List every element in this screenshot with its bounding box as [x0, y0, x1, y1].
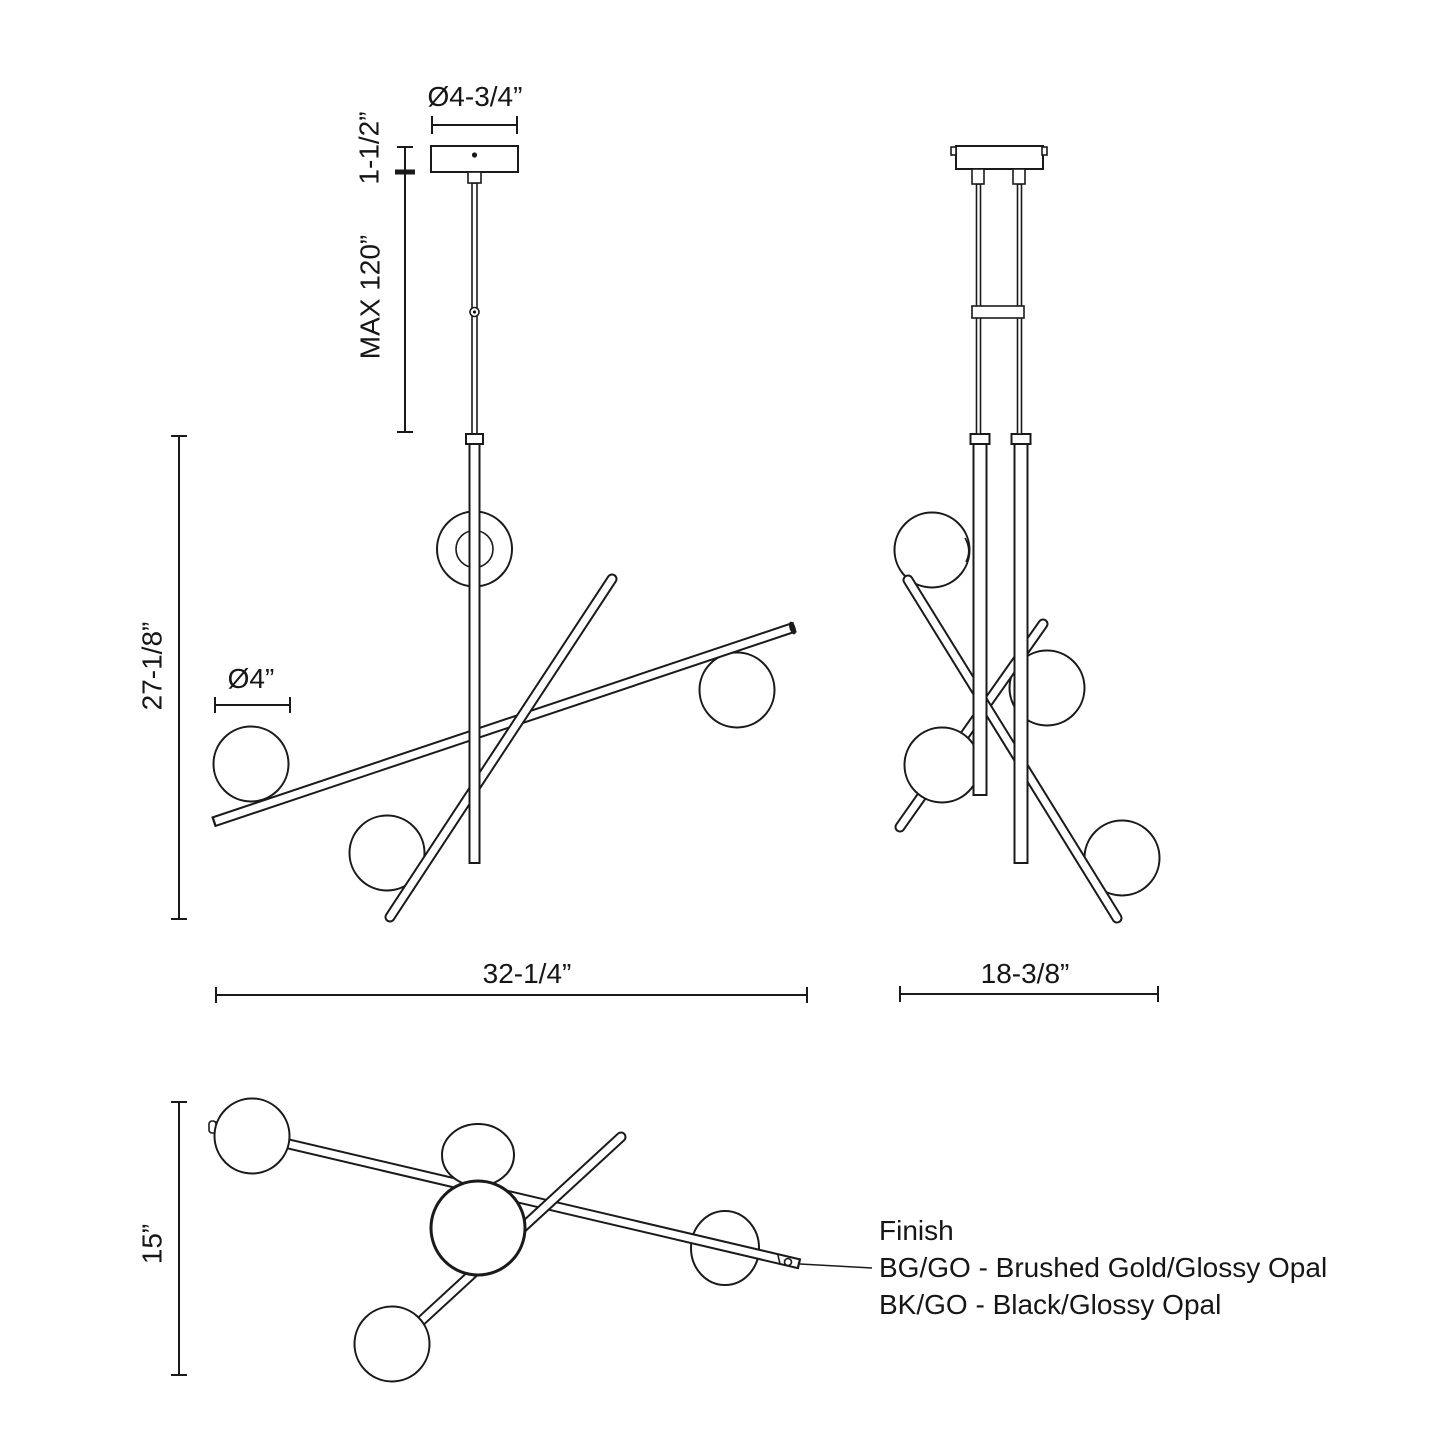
dim-front-width: 32-1/4”	[215, 958, 808, 1003]
canopy-stem-connector	[971, 168, 985, 185]
canopy-tab	[1041, 146, 1048, 156]
ceiling-canopy	[955, 145, 1044, 170]
dim-side-width: 18-3/8”	[899, 958, 1159, 1002]
rod-end-cap	[788, 621, 797, 635]
light-rod	[384, 573, 618, 923]
dim-label-fixture-height: 27-1/8”	[136, 622, 167, 711]
center-rod	[1010, 433, 1032, 864]
dim-canopy-diameter: Ø4-3/4”	[428, 81, 523, 134]
dim-globe-diameter: Ø4”	[214, 663, 291, 713]
globe	[353, 1305, 431, 1383]
rod-cap-seam	[776, 1253, 782, 1266]
finish-title: Finish	[879, 1215, 954, 1246]
dim-suspension: 1-1/2” MAX 120”	[353, 111, 415, 433]
ceiling-canopy	[430, 145, 519, 173]
rod-top-cap	[1010, 433, 1032, 445]
leader-line	[799, 1263, 873, 1269]
dim-label-globe-diameter: Ø4”	[228, 663, 275, 694]
wire-crossbar	[971, 305, 1025, 319]
rod-top-cap	[969, 433, 991, 445]
finish-option: BG/GO - Brushed Gold/Glossy Opal	[879, 1252, 1327, 1283]
rod-cap-hole	[783, 1257, 793, 1267]
dim-label-canopy-height: 1-1/2”	[353, 111, 384, 184]
side-elevation-view: 18-3/8”	[893, 145, 1161, 1002]
globe	[212, 725, 290, 803]
center-rod	[465, 433, 484, 864]
globe	[903, 726, 981, 804]
globe	[698, 651, 776, 729]
dim-label-canopy-diameter: Ø4-3/4”	[428, 81, 523, 112]
finish-option: BK/GO - Black/Glossy Opal	[879, 1289, 1221, 1320]
dim-label-side-width: 18-3/8”	[981, 958, 1070, 989]
light-rod	[902, 574, 1123, 924]
center-rod	[969, 433, 991, 796]
wire-connector-dot	[472, 310, 477, 314]
bottom-plan-view: 15”	[136, 1097, 873, 1383]
dim-bottom-depth: 15”	[136, 1101, 187, 1376]
canopy-stem-connector	[467, 171, 482, 184]
globe	[213, 1097, 291, 1175]
front-fixture	[211, 145, 797, 923]
dim-fixture-height: 27-1/8”	[136, 435, 187, 920]
globe	[441, 1123, 515, 1187]
canopy-stem-connector	[1012, 168, 1026, 185]
light-rod	[211, 621, 797, 828]
front-elevation-view: Ø4-3/4” 1-1/2” MAX 120” 27-1/8” Ø4”	[136, 81, 808, 1003]
finish-note: Finish BG/GO - Brushed Gold/Glossy Opal …	[879, 1215, 1327, 1320]
rod-top-cap	[465, 433, 484, 445]
dim-label-front-width: 32-1/4”	[483, 958, 572, 989]
globe	[348, 814, 426, 892]
dim-label-bottom-depth: 15”	[136, 1224, 167, 1264]
dim-label-suspension-max: MAX 120”	[354, 235, 385, 360]
canopy-tab	[950, 146, 957, 156]
canopy-bottom-view	[429, 1179, 527, 1277]
rod-end-cap	[964, 537, 970, 563]
canopy-screw	[471, 152, 478, 158]
